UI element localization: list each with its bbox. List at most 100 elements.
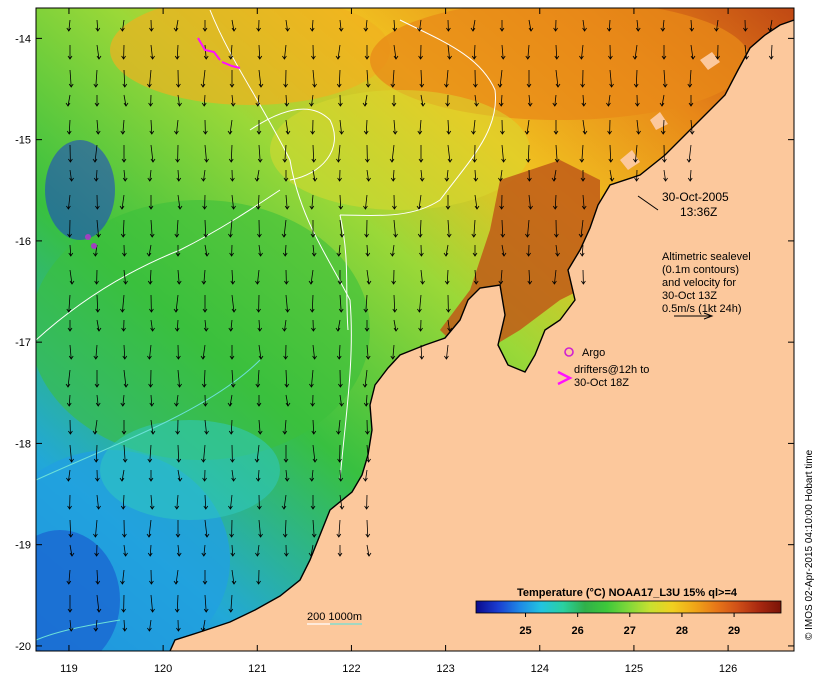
- velocity-arrow: [365, 344, 371, 360]
- velocity-arrow: [336, 144, 341, 163]
- velocity-arrow: [69, 444, 74, 463]
- velocity-arrow: [255, 469, 261, 482]
- velocity-arrow: [150, 44, 155, 60]
- velocity-arrow: [581, 194, 587, 210]
- velocity-arrow: [66, 394, 72, 407]
- velocity-arrow: [446, 19, 451, 32]
- velocity-arrow: [662, 144, 667, 163]
- x-tick-label: 126: [719, 663, 737, 675]
- velocity-arrow: [67, 320, 73, 332]
- velocity-arrow: [123, 94, 129, 107]
- velocity-arrow: [311, 419, 317, 435]
- velocity-arrow: [284, 194, 290, 210]
- velocity-arrow: [95, 394, 101, 407]
- velocity-arrow: [176, 269, 182, 285]
- velocity-arrow: [68, 244, 74, 257]
- velocity-arrow: [204, 419, 209, 435]
- velocity-arrow: [174, 219, 180, 238]
- velocity-arrow: [391, 269, 396, 285]
- velocity-arrow: [202, 194, 207, 210]
- velocity-arrow: [203, 594, 209, 613]
- velocity-arrow: [579, 144, 585, 163]
- velocity-arrow: [120, 119, 126, 135]
- argo-float: [85, 234, 91, 240]
- velocity-arrow: [202, 295, 208, 313]
- velocity-arrow: [499, 194, 504, 210]
- velocity-arrow: [175, 144, 180, 163]
- velocity-arrow: [200, 619, 206, 632]
- velocity-arrow: [175, 419, 180, 435]
- velocity-arrow: [147, 444, 153, 463]
- colorbar: Temperature (°C) NOAA17_L3U 15% ql>=4 25…: [475, 587, 782, 637]
- velocity-arrow: [578, 219, 584, 238]
- velocity-arrow: [121, 44, 126, 60]
- velocity-arrow: [365, 144, 370, 163]
- velocity-arrow: [176, 69, 181, 88]
- velocity-arrow: [446, 119, 452, 135]
- velocity-arrow: [608, 44, 613, 60]
- velocity-arrow: [365, 519, 371, 538]
- velocity-arrow: [92, 144, 98, 163]
- velocity-arrow: [308, 269, 314, 285]
- velocity-arrow: [283, 344, 288, 360]
- velocity-arrow: [689, 19, 695, 32]
- velocity-arrow: [364, 45, 370, 60]
- velocity-arrow: [147, 619, 152, 632]
- velocity-arrow: [416, 194, 422, 210]
- velocity-arrow: [308, 544, 314, 557]
- velocity-arrow: [284, 369, 290, 388]
- velocity-arrow: [444, 69, 449, 88]
- velocity-arrow: [228, 494, 233, 510]
- velocity-arrow: [366, 169, 371, 182]
- velocity-arrow: [501, 144, 506, 163]
- velocity-arrow: [254, 169, 260, 182]
- velocity-arrow: [553, 19, 558, 32]
- velocity-arrow: [417, 294, 422, 313]
- velocity-arrow: [554, 44, 560, 60]
- time-label: 13:36Z: [680, 205, 717, 219]
- velocity-arrow: [501, 244, 507, 257]
- velocity-arrow: [147, 544, 153, 557]
- velocity-arrow: [177, 94, 182, 107]
- velocity-arrow: [336, 419, 341, 435]
- velocity-arrow: [202, 570, 208, 585]
- y-tick-label: -18: [15, 438, 31, 450]
- velocity-arrow: [202, 20, 208, 32]
- velocity-arrow: [339, 494, 345, 510]
- velocity-arrow: [175, 245, 181, 257]
- velocity-arrow: [177, 469, 183, 482]
- legend-line-3: and velocity for: [662, 277, 736, 289]
- velocity-arrow: [390, 244, 395, 257]
- velocity-arrow: [524, 119, 530, 135]
- velocity-arrow: [228, 144, 234, 163]
- velocity-arrow: [146, 244, 152, 257]
- velocity-arrow: [581, 269, 586, 285]
- velocity-arrow: [203, 394, 208, 407]
- velocity-arrow: [257, 494, 262, 510]
- velocity-arrow: [175, 520, 181, 538]
- velocity-arrow: [498, 269, 504, 285]
- colorbar-tick-label: 29: [728, 625, 740, 637]
- velocity-arrow: [635, 94, 640, 107]
- velocity-arrow: [281, 219, 287, 238]
- velocity-arrow: [498, 94, 504, 107]
- velocity-arrow: [148, 369, 153, 388]
- velocity-arrow: [338, 94, 343, 107]
- colorbar-tick-label: 28: [676, 625, 688, 637]
- argo-legend: Argo: [564, 347, 605, 359]
- velocity-arrow: [68, 519, 74, 538]
- velocity-arrow: [229, 519, 234, 538]
- velocity-arrow: [67, 219, 72, 238]
- velocity-arrow: [551, 169, 557, 182]
- velocity-arrow: [447, 319, 452, 332]
- velocity-arrow: [392, 19, 398, 32]
- velocity-arrow: [470, 19, 476, 32]
- velocity-arrow: [123, 269, 128, 285]
- argo-float: [91, 243, 97, 249]
- velocity-arrow: [257, 319, 263, 332]
- velocity-arrow: [363, 394, 369, 407]
- velocity-arrow: [364, 219, 369, 238]
- velocity-arrow: [768, 44, 774, 60]
- velocity-arrow: [283, 445, 289, 463]
